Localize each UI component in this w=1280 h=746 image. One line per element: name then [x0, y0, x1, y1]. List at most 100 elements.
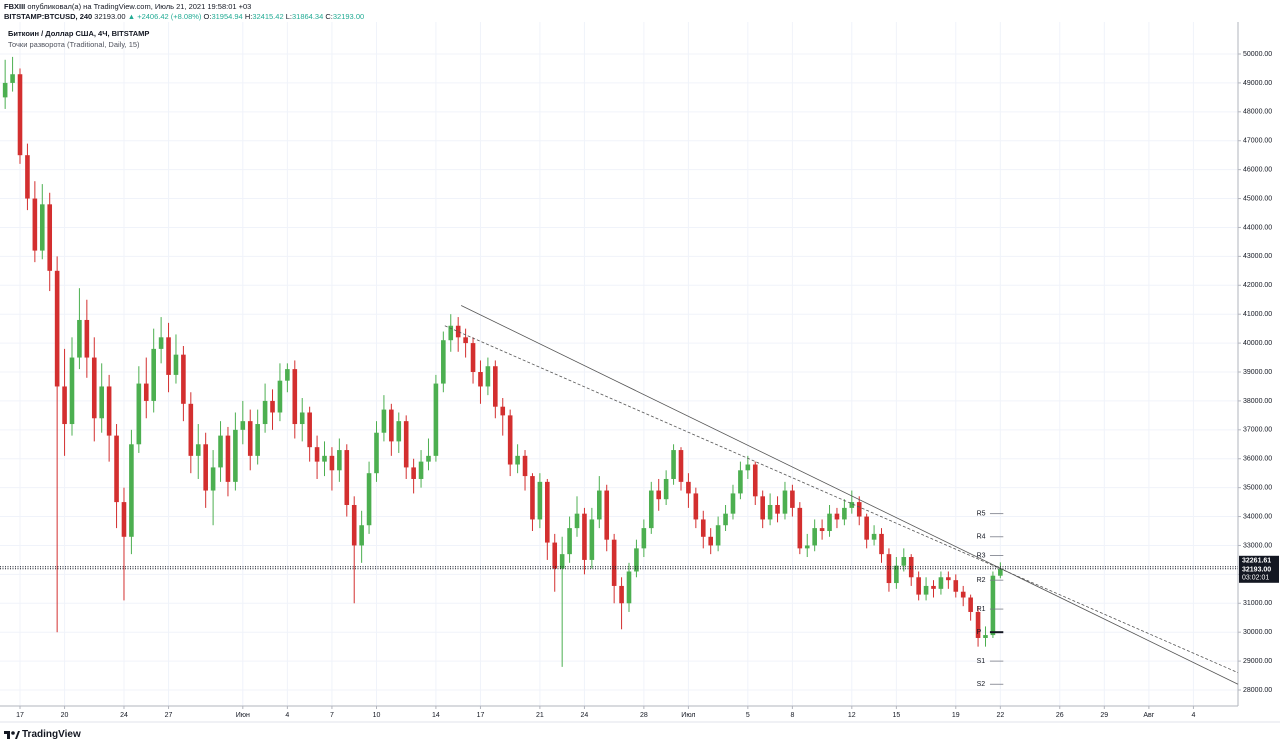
price-badge	[1239, 555, 1279, 583]
candle-body	[218, 435, 223, 468]
x-tick-label: 14	[432, 712, 440, 719]
candle-body	[181, 354, 186, 404]
candle-body	[121, 502, 127, 537]
publish-line: FBXIII опубликовал(а) на TradingView.com…	[4, 2, 251, 11]
y-tick-label: 28000.00	[1243, 687, 1272, 694]
candle-body	[262, 400, 268, 425]
y-tick-label: 42000.00	[1243, 282, 1272, 289]
symbol-line: BITSTAMP:BTCUSD, 240 32193.00 ▲ +2406.42…	[4, 12, 364, 21]
candle-body	[856, 502, 862, 517]
y-tick-label: 34000.00	[1243, 513, 1272, 520]
candle-body	[166, 337, 171, 375]
candle-body	[545, 481, 550, 543]
y-tick-label: 39000.00	[1243, 369, 1272, 376]
y-tick-label: 41000.00	[1243, 311, 1272, 318]
candle-body	[886, 554, 892, 584]
x-tick-label: 28	[640, 712, 648, 719]
candle-body	[879, 533, 884, 555]
x-tick-label: Июл	[681, 712, 695, 719]
price-label: 32261.61	[1242, 558, 1271, 565]
ohlc-label: O:	[203, 12, 212, 21]
candle-body	[151, 348, 156, 401]
candle-body	[10, 74, 15, 83]
author: FBXIII	[4, 2, 26, 11]
candle-body	[648, 490, 654, 529]
x-tick-label: 24	[581, 712, 589, 719]
candle-body	[84, 319, 90, 358]
x-tick-label: 26	[1056, 712, 1064, 719]
candle-body	[708, 536, 713, 546]
candle-body	[604, 490, 610, 540]
legend-title: Биткоин / Доллар США, 4Ч, BITSTAMP	[8, 29, 149, 38]
candle-body	[552, 542, 558, 569]
x-tick-label: 21	[536, 712, 544, 719]
candle-body	[908, 557, 914, 578]
candle-body	[54, 270, 60, 387]
candle-body	[455, 325, 461, 338]
candle-body	[864, 516, 869, 540]
y-tick-label: 49000.00	[1243, 80, 1272, 87]
candle-body	[463, 337, 468, 344]
brand-logo	[4, 730, 20, 739]
candle-body	[195, 444, 201, 456]
x-tick-label: 19	[952, 712, 960, 719]
x-tick-label: 27	[165, 712, 173, 719]
candle-body	[47, 204, 53, 271]
candle-body	[752, 464, 758, 497]
pivot-label: S1	[977, 658, 986, 665]
last-price: 32193.00	[94, 12, 126, 21]
logo-part	[15, 730, 20, 739]
candle-body	[671, 450, 676, 479]
pivot-label: R2	[977, 577, 986, 584]
x-tick-label: 12	[848, 712, 856, 719]
pivot-label: R4	[977, 534, 986, 541]
x-tick-label: 17	[16, 712, 24, 719]
candle-body	[582, 513, 587, 560]
candle-body	[983, 635, 988, 638]
candle-body	[389, 409, 394, 442]
candle-body	[938, 577, 944, 589]
candle-body	[641, 528, 647, 549]
candle-body	[188, 403, 194, 456]
x-tick-label: Авг	[1143, 712, 1154, 719]
candle-body	[344, 450, 350, 505]
candle-body	[611, 539, 617, 586]
candle-body	[923, 585, 929, 595]
candle-body	[99, 386, 105, 419]
candle-body	[77, 319, 82, 358]
axes	[0, 22, 1280, 723]
trend-line	[444, 325, 1239, 674]
candle-body	[975, 611, 981, 638]
candle-body	[849, 502, 855, 508]
candle-body	[797, 507, 803, 549]
candle-body	[619, 585, 624, 604]
chart-title: Биткоин / Доллар США, 4Ч, BITSTAMP	[8, 29, 150, 38]
candle-body	[589, 519, 595, 560]
candle-body	[285, 369, 290, 381]
candle-body	[255, 424, 260, 456]
y-tick-label: 36000.00	[1243, 456, 1272, 463]
candle-body	[129, 444, 134, 537]
candle-body	[299, 412, 305, 425]
candle-body	[25, 155, 30, 199]
candle-body	[240, 421, 246, 430]
candle-body	[351, 504, 357, 546]
candle-body	[426, 455, 431, 462]
candle-body	[225, 435, 231, 482]
candle-body	[626, 571, 632, 604]
y-tick-label: 46000.00	[1243, 166, 1272, 173]
candle-body	[210, 467, 216, 491]
ohlc-label: L:	[285, 12, 292, 21]
trend-line	[460, 305, 1239, 685]
y-tick-label: 40000.00	[1243, 340, 1272, 347]
candle-body	[470, 343, 476, 373]
candle-body	[901, 557, 907, 566]
candle-body	[738, 470, 743, 494]
plot	[2, 56, 1003, 667]
candle-body	[968, 597, 973, 612]
y-tick-label: 45000.00	[1243, 195, 1272, 202]
candle-body	[337, 450, 342, 471]
